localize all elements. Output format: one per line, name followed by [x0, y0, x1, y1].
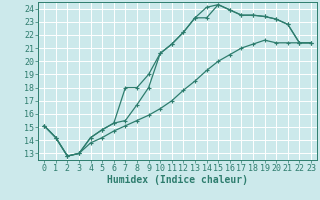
X-axis label: Humidex (Indice chaleur): Humidex (Indice chaleur)	[107, 175, 248, 185]
